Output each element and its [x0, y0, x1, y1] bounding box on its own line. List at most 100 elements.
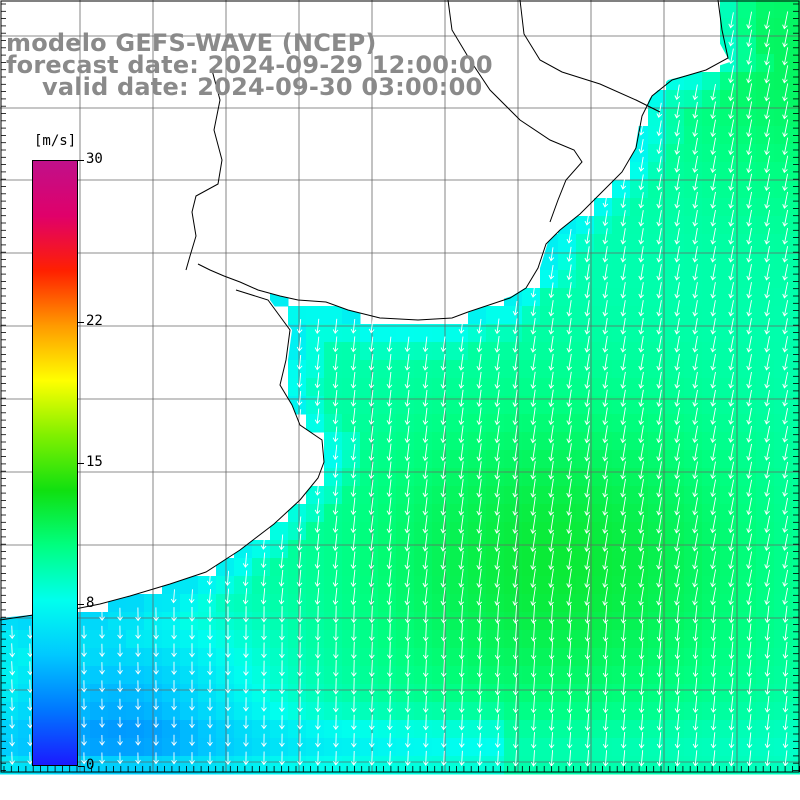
wind-speed-cell	[630, 288, 649, 307]
wind-vector-arrow	[368, 372, 375, 389]
wind-speed-cell	[396, 648, 415, 667]
wind-vector-arrow	[422, 407, 429, 425]
wind-vector-arrow	[476, 407, 483, 426]
wind-speed-cell	[252, 702, 271, 721]
wind-vector-arrow	[189, 734, 195, 747]
wind-vector-arrow	[27, 751, 33, 765]
wind-speed-cell	[522, 684, 541, 703]
wind-vector-arrow	[782, 408, 789, 425]
wind-speed-cell	[720, 414, 739, 433]
wind-vector-arrow	[764, 605, 771, 624]
wind-speed-cell	[360, 360, 379, 379]
colorbar-tick-label: 8	[86, 595, 95, 611]
wind-speed-cell	[450, 720, 469, 739]
wind-vector-arrow	[189, 607, 195, 622]
wind-vector-arrow	[746, 695, 753, 713]
wind-speed-cell	[630, 432, 649, 451]
wind-vector-arrow	[458, 497, 465, 516]
wind-speed-cell	[756, 378, 775, 397]
wind-vector-arrow	[638, 568, 644, 588]
wind-speed-cell	[306, 594, 325, 613]
wind-speed-cell	[450, 684, 469, 703]
wind-speed-cell	[576, 684, 595, 703]
wind-speed-cell	[108, 630, 127, 649]
wind-speed-cell	[540, 468, 559, 487]
wind-vector-arrow	[387, 750, 393, 766]
wind-vector-arrow	[548, 496, 554, 516]
wind-vector-arrow	[422, 641, 429, 660]
wind-vector-arrow	[494, 353, 501, 371]
wind-speed-cell	[738, 720, 757, 739]
wind-speed-cell	[198, 738, 217, 757]
wind-vector-arrow	[764, 246, 770, 263]
wind-speed-cell	[396, 450, 415, 469]
wind-vector-arrow	[746, 246, 752, 263]
wind-speed-cell	[396, 504, 415, 523]
wind-vector-arrow	[584, 211, 591, 226]
wind-vector-arrow	[369, 696, 375, 713]
wind-vector-arrow	[620, 389, 626, 407]
wind-speed-cell	[378, 540, 397, 559]
wind-speed-cell	[576, 234, 595, 253]
wind-vector-arrow	[171, 734, 177, 746]
wind-vector-arrow	[548, 300, 555, 317]
wind-vector-arrow	[674, 605, 681, 624]
wind-vector-arrow	[458, 407, 465, 426]
wind-vector-arrow	[243, 751, 249, 766]
wind-speed-cell	[630, 378, 649, 397]
wind-speed-cell	[684, 90, 703, 109]
wind-vector-arrow	[243, 697, 249, 712]
wind-speed-cell	[288, 522, 307, 541]
wind-vector-arrow	[332, 480, 339, 497]
wind-speed-cell	[396, 378, 415, 397]
wind-speed-cell	[558, 288, 577, 307]
wind-speed-cell	[360, 522, 379, 541]
wind-vector-arrow	[530, 496, 536, 516]
wind-speed-cell	[702, 594, 721, 613]
wind-speed-cell	[342, 324, 361, 343]
wind-speed-cell	[738, 198, 757, 217]
wind-speed-cell	[486, 432, 505, 451]
wind-vector-arrow	[710, 443, 716, 462]
wind-speed-cell	[540, 324, 559, 343]
wind-speed-cell	[630, 162, 649, 181]
wind-speed-cell	[360, 450, 379, 469]
wind-speed-cell	[162, 648, 181, 667]
wind-vector-arrow	[494, 677, 501, 696]
wind-speed-cell	[594, 414, 613, 433]
wind-vector-arrow	[782, 65, 789, 84]
wind-vector-arrow	[405, 677, 411, 696]
wind-vector-arrow	[584, 677, 591, 696]
wind-vector-arrow	[620, 623, 627, 642]
wind-vector-arrow	[351, 714, 357, 731]
wind-vector-arrow	[764, 47, 771, 66]
wind-speed-cell	[504, 684, 523, 703]
wind-vector-arrow	[764, 191, 771, 209]
wind-speed-cell	[720, 288, 739, 307]
wind-speed-cell	[414, 738, 433, 757]
wind-speed-cell	[504, 414, 523, 433]
wind-vector-arrow	[278, 569, 285, 587]
wind-speed-cell	[522, 468, 541, 487]
wind-vector-arrow	[530, 318, 537, 335]
wind-speed-cell	[468, 612, 487, 631]
wind-vector-arrow	[764, 714, 771, 731]
wind-vector-arrow	[620, 604, 627, 624]
wind-vector-arrow	[728, 12, 734, 29]
wind-speed-cell	[342, 576, 361, 595]
wind-vector-arrow	[656, 318, 662, 335]
wind-speed-cell	[738, 612, 757, 631]
wind-vector-arrow	[476, 750, 483, 766]
wind-vector-arrow	[422, 695, 429, 713]
wind-speed-cell	[450, 432, 469, 451]
wind-vector-arrow	[566, 282, 573, 299]
wind-vector-arrow	[620, 443, 626, 462]
wind-speed-cell	[594, 252, 613, 271]
wind-speed-cell	[666, 702, 685, 721]
wind-vector-arrow	[746, 119, 753, 138]
wind-speed-cell	[108, 738, 127, 757]
wind-vector-arrow	[315, 641, 321, 659]
wind-vector-arrow	[692, 515, 699, 534]
wind-vector-arrow	[602, 407, 608, 426]
